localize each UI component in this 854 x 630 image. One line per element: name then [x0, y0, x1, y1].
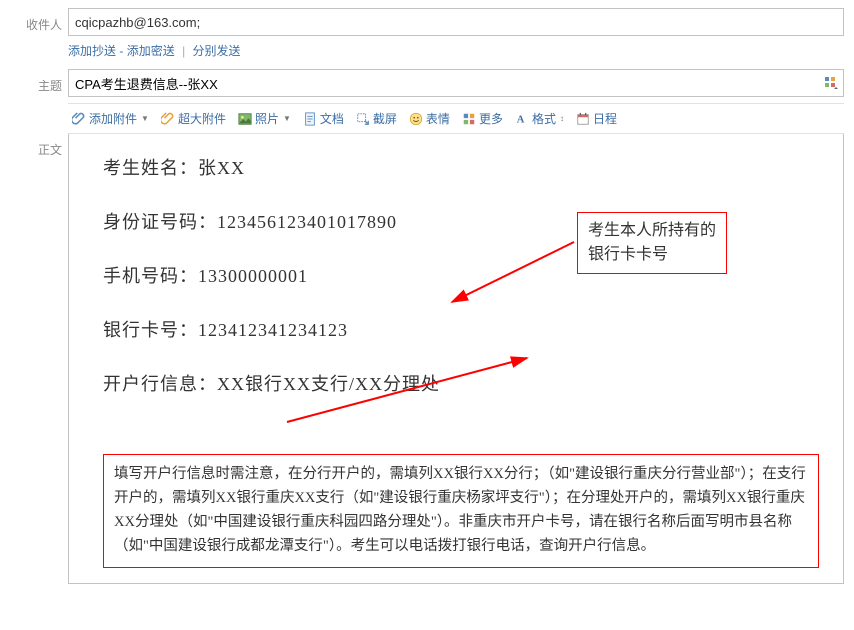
add-bcc-link[interactable]: 添加密送	[127, 44, 175, 58]
doc-button[interactable]: 文档	[303, 110, 344, 127]
emoji-icon	[409, 112, 423, 126]
separate-send-link[interactable]: 分别发送	[193, 44, 241, 58]
calendar-icon	[576, 112, 590, 126]
photo-icon	[238, 112, 252, 126]
recipient-label: 收件人	[0, 8, 68, 33]
format-icon: A	[515, 112, 529, 126]
dash: -	[119, 44, 126, 58]
name-line: 考生姓名：张XX	[103, 154, 819, 180]
recipient-input[interactable]	[68, 8, 844, 36]
subject-label: 主题	[0, 69, 68, 94]
big-attach-button[interactable]: 超大附件	[161, 110, 226, 127]
photo-button[interactable]: 照片▼	[238, 110, 291, 127]
card-line: 银行卡号：123412341234123	[103, 316, 819, 342]
more-button[interactable]: 更多	[462, 110, 503, 127]
format-button[interactable]: A 格式↕	[515, 110, 564, 127]
schedule-button[interactable]: 日程	[576, 110, 617, 127]
screenshot-button[interactable]: 截屏	[356, 110, 397, 127]
paperclip-big-icon	[161, 112, 175, 126]
bank-line: 开户行信息：XX银行XX支行/XX分理处	[103, 370, 819, 396]
add-cc-link[interactable]: 添加抄送	[68, 44, 116, 58]
body-editor[interactable]: 考生姓名：张XX 身份证号码：123456123401017890 手机号码：1…	[68, 134, 844, 584]
subject-options-icon[interactable]	[823, 75, 839, 91]
screenshot-icon	[356, 112, 370, 126]
attach-button[interactable]: 添加附件▼	[72, 110, 149, 127]
svg-text:A: A	[517, 114, 525, 125]
doc-icon	[303, 112, 317, 126]
paperclip-icon	[72, 112, 86, 126]
subject-input[interactable]	[75, 71, 823, 95]
annotation-box: 考生本人所持有的 银行卡卡号	[577, 212, 727, 274]
emoji-button[interactable]: 表情	[409, 110, 450, 127]
editor-toolbar: 添加附件▼ 超大附件 照片▼ 文档 截屏 表情	[68, 103, 844, 134]
divider: |	[182, 44, 185, 58]
note-box: 填写开户行信息时需注意，在分行开户的，需填列XX银行XX分行；（如"建设银行重庆…	[103, 454, 819, 568]
more-icon	[462, 112, 476, 126]
body-label: 正文	[0, 101, 68, 158]
